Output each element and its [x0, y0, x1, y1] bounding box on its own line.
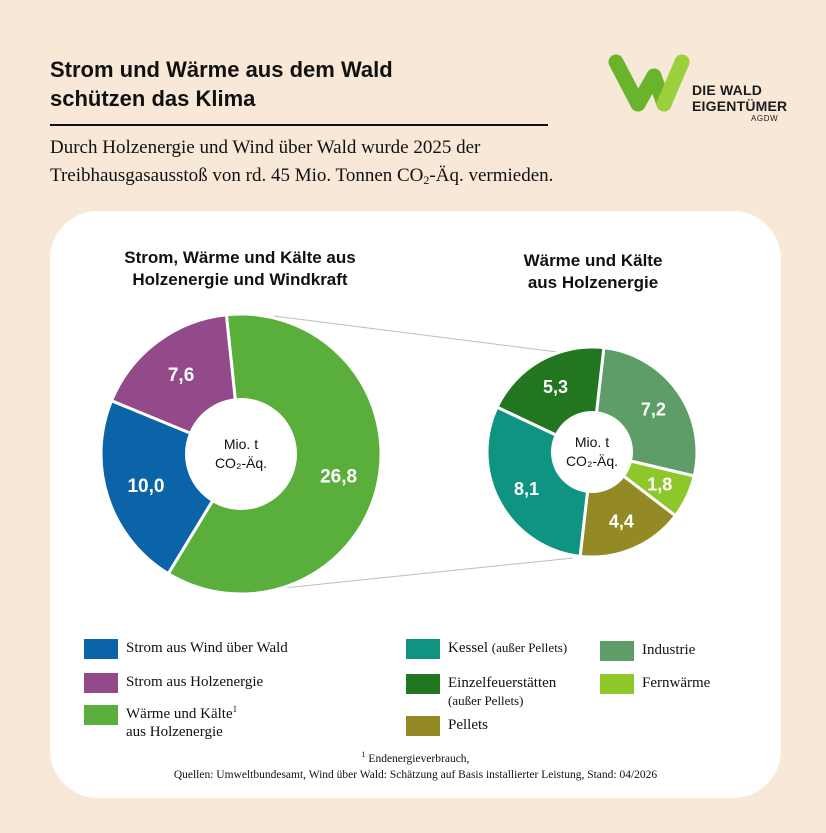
logo-text-line-2: EIGENTÜMER — [692, 98, 788, 114]
legend-swatch — [600, 674, 634, 694]
legend-swatch — [406, 674, 440, 694]
legend-label: Fernwärme — [642, 675, 711, 691]
legend-item-kessel: Kessel (außer Pellets) — [406, 639, 567, 659]
legend-label-main: Einzelfeuerstätten — [448, 675, 557, 691]
logo-w-mark — [608, 54, 690, 112]
legend-label-note: (außer Pellets) — [491, 640, 568, 655]
right-donut-center-hole — [551, 411, 633, 493]
breakout-connectors — [273, 315, 574, 590]
title-divider — [50, 124, 548, 126]
right-donut-chart: 7,2 1,8 4,4 8,1 5,3 Mio. t CO₂-Äq. — [485, 345, 699, 559]
footnote-line-1: 1 Endenergieverbrauch, — [50, 750, 781, 765]
right-donut-value-label-3: 8,1 — [514, 479, 539, 499]
legend-label: Strom aus Wind über Wald — [126, 640, 288, 656]
legend-item-fernwaerme: Fernwärme — [600, 674, 710, 694]
right-donut-value-label-1: 1,8 — [647, 475, 672, 495]
legend-label: Pellets — [448, 717, 488, 733]
logo-text-line-1: DIE WALD — [692, 82, 763, 98]
legend-item-holz-strom: Strom aus Holzenergie — [84, 673, 263, 693]
left-donut-chart: 26,8 10,0 7,6 Mio. t CO₂-Äq. — [99, 312, 383, 596]
legend-label: Industrie — [642, 642, 696, 658]
right-donut-value-label-0: 7,2 — [641, 399, 666, 419]
legend-label-note: (außer Pellets) — [448, 693, 524, 708]
left-donut-center-hole — [185, 398, 297, 510]
left-donut-value-label-1: 10,0 — [127, 476, 164, 497]
page-title: Strom und Wärme aus dem Wald schützen da… — [50, 55, 393, 113]
connector-line-top — [273, 315, 574, 355]
legend-item-waerme: Wärme und Kälte1 aus Holzenergie — [84, 705, 237, 741]
title-line-2: schützen das Klima — [50, 86, 256, 111]
legend-label: Strom aus Holzenergie — [126, 674, 264, 690]
subtitle-line-1: Durch Holzenergie und Wind über Wald wur… — [50, 137, 481, 158]
footnote-line-2: Quellen: Umweltbundesamt, Wind über Wald… — [173, 769, 658, 781]
legend-label-main: Kessel — [448, 640, 488, 656]
right-donut-center-label-line-2: CO₂-Äq. — [566, 453, 618, 469]
subtitle-co2-subscript: 2 — [423, 173, 430, 187]
subtitle-line-2-start: Treibhausgasausstoß von rd. 45 Mio. Tonn… — [50, 165, 424, 186]
legend-label: Einzelfeuerstätten (außer Pellets) — [448, 674, 556, 710]
right-chart-title: Wärme und Kälte aus Holzenergie — [478, 250, 708, 294]
subtitle: Durch Holzenergie und Wind über Wald wur… — [50, 134, 690, 190]
title-line-1: Strom und Wärme aus dem Wald — [50, 57, 393, 82]
right-donut-value-label-2: 4,4 — [609, 511, 634, 531]
left-donut-value-label-0: 26,8 — [320, 467, 357, 488]
connector-line-bottom — [273, 557, 574, 590]
right-chart-title-line-1: Wärme und Kälte — [523, 251, 663, 270]
legend-swatch — [406, 639, 440, 659]
legend-item-einzelfeuerstaetten: Einzelfeuerstätten (außer Pellets) — [406, 674, 556, 710]
legend-label-line-2: aus Holzenergie — [126, 724, 223, 740]
legend-footnote-marker: 1 — [232, 704, 238, 714]
legend-label: Kessel (außer Pellets) — [448, 639, 567, 657]
left-donut-center-label-line-2: CO₂-Äq. — [215, 455, 267, 471]
legend-swatch — [84, 705, 118, 725]
legend-swatch — [600, 641, 634, 661]
legend-item-industrie: Industrie — [600, 641, 695, 661]
left-chart-title-line-1: Strom, Wärme und Kälte aus — [124, 248, 356, 267]
subtitle-line-2-end: -Äq. vermieden. — [429, 165, 554, 186]
legend-swatch — [84, 673, 118, 693]
right-donut-value-label-4: 5,3 — [543, 377, 568, 397]
left-donut-center-label-line-1: Mio. t — [224, 436, 258, 452]
legend-label-line-1: Wärme und Kälte — [126, 706, 233, 722]
waldeigentuemer-logo — [608, 54, 690, 112]
footnote-text: Endenergieverbrauch, — [368, 753, 470, 765]
footnote-marker: 1 — [361, 750, 366, 760]
left-chart-title: Strom, Wärme und Kälte aus Holzenergie u… — [100, 247, 380, 291]
right-donut-center-label-line-1: Mio. t — [575, 434, 609, 450]
legend-swatch — [84, 639, 118, 659]
legend-item-pellets: Pellets — [406, 716, 488, 736]
legend-item-wind-strom: Strom aus Wind über Wald — [84, 639, 288, 659]
legend-swatch — [406, 716, 440, 736]
right-chart-title-line-2: aus Holzenergie — [527, 273, 659, 292]
logo-text-line-3: AGDW — [751, 114, 779, 123]
left-chart-title-line-2: Holzenergie und Windkraft — [132, 270, 348, 289]
legend-label: Wärme und Kälte1 aus Holzenergie — [126, 705, 237, 741]
left-donut-value-label-2: 7,6 — [168, 365, 194, 386]
